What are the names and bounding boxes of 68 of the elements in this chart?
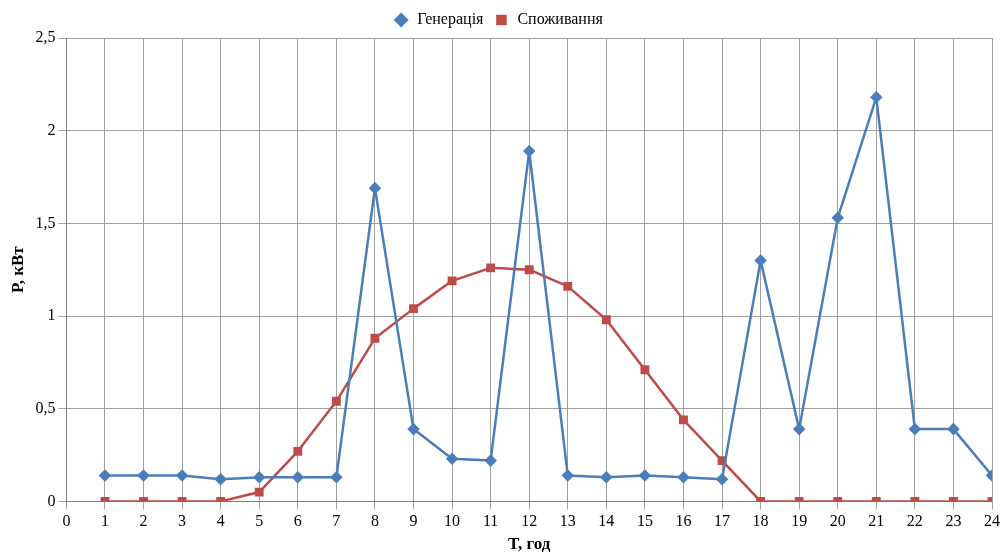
x-tick-label: 15 <box>636 512 653 530</box>
x-tick-label: 4 <box>216 512 225 530</box>
point <box>600 471 613 484</box>
legend-label: Генерація <box>417 10 485 29</box>
point <box>369 182 381 194</box>
point <box>562 469 574 482</box>
x-tick-label: 19 <box>791 512 808 530</box>
y-tick-label: 1,5 <box>35 213 56 231</box>
x-tick-label: 18 <box>752 512 769 530</box>
y-tick-label: 1 <box>47 306 56 324</box>
x-tick-label: 6 <box>293 512 302 530</box>
point <box>947 423 960 435</box>
x-tick-label: 10 <box>444 512 461 530</box>
point <box>331 396 341 406</box>
x-tick-label: 2 <box>139 512 148 530</box>
point <box>484 454 497 467</box>
point <box>254 487 264 497</box>
point <box>409 304 418 314</box>
x-tick-label: 24 <box>984 512 1000 530</box>
x-tick-label: 5 <box>255 512 264 530</box>
x-tick-label: 20 <box>829 512 846 530</box>
point <box>716 473 728 485</box>
point <box>679 415 688 425</box>
point <box>176 469 188 482</box>
point <box>524 265 534 275</box>
y-tick-label: 0,5 <box>35 398 56 416</box>
point <box>253 471 265 484</box>
point <box>370 333 380 343</box>
x-tick-label: 22 <box>906 512 923 530</box>
x-tick-label: 21 <box>868 512 885 530</box>
point <box>137 469 150 482</box>
point <box>407 423 420 435</box>
point <box>640 365 650 375</box>
point <box>793 423 805 435</box>
y-tick-label: 0 <box>47 491 56 509</box>
point <box>214 473 227 485</box>
x-tick-label: 23 <box>945 512 962 530</box>
x-axis-title: T, год <box>507 534 551 554</box>
point <box>99 469 111 482</box>
x-tick-label: 9 <box>409 512 418 530</box>
x-tick-label: 8 <box>370 512 379 530</box>
point <box>523 145 535 157</box>
point <box>292 471 304 484</box>
point <box>639 469 651 482</box>
point <box>563 281 573 291</box>
point <box>909 423 921 435</box>
point <box>446 453 458 465</box>
point <box>601 315 611 325</box>
point <box>293 446 303 456</box>
x-tick-label: 1 <box>100 512 109 530</box>
point <box>447 276 457 286</box>
y-tick-label: 2,5 <box>35 28 56 46</box>
legend-label: Споживання <box>517 10 604 28</box>
y-tick-label: 2 <box>47 120 56 138</box>
x-tick-label: 13 <box>559 512 576 530</box>
x-tick-label: 11 <box>482 512 499 530</box>
x-tick-label: 14 <box>598 512 615 530</box>
x-tick-label: 0 <box>62 512 71 530</box>
y-axis-title: P, кВт <box>7 245 27 294</box>
point <box>330 471 343 484</box>
point <box>677 471 690 484</box>
x-tick-label: 3 <box>178 512 187 530</box>
point <box>486 263 496 273</box>
x-tick-label: 7 <box>332 512 341 530</box>
point <box>831 212 844 224</box>
x-tick-label: 16 <box>675 512 692 530</box>
x-tick-label: 17 <box>714 512 731 530</box>
x-tick-label: 12 <box>521 512 538 530</box>
